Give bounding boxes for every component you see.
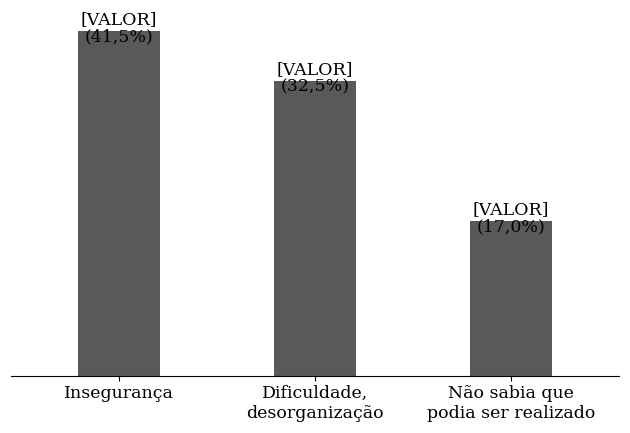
Text: (32,5%): (32,5%) bbox=[280, 78, 350, 95]
Text: (41,5%): (41,5%) bbox=[84, 28, 153, 45]
Bar bbox=[77, 0, 160, 375]
Text: (17,0%): (17,0%) bbox=[477, 219, 546, 236]
Text: [VALOR]: [VALOR] bbox=[81, 11, 158, 28]
Text: [VALOR]: [VALOR] bbox=[472, 202, 549, 219]
Bar bbox=[470, 221, 553, 375]
Bar bbox=[274, 81, 356, 375]
Text: [VALOR]: [VALOR] bbox=[277, 61, 353, 78]
